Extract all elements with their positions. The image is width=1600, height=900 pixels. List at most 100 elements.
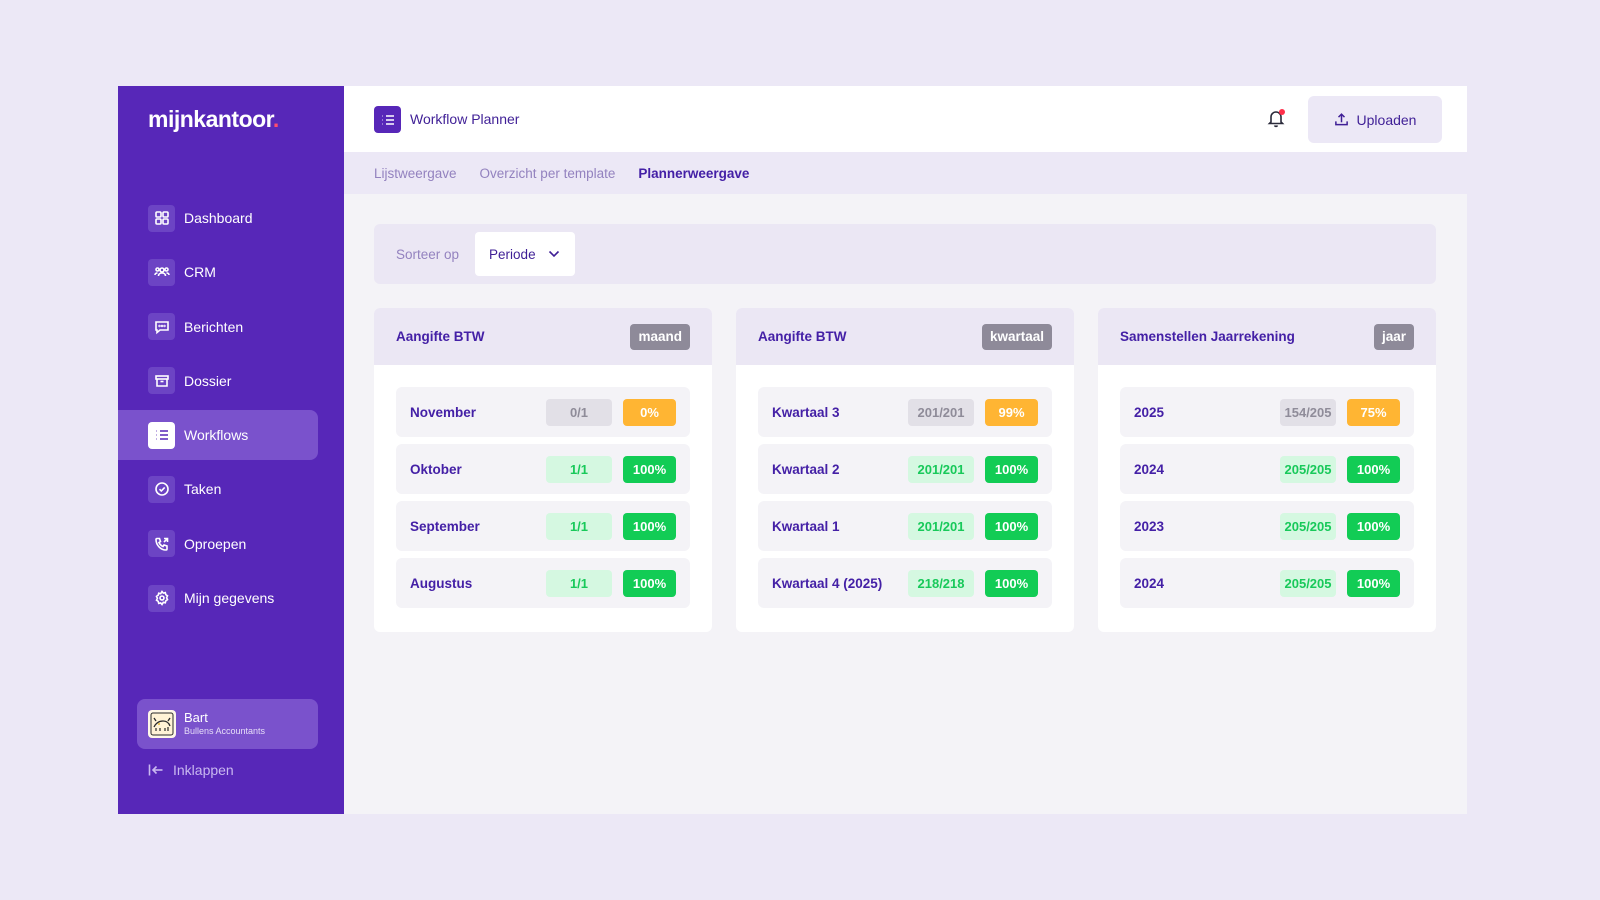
sidebar-item-berichten[interactable]: Berichten bbox=[118, 302, 318, 352]
collapse-button[interactable]: Inklappen bbox=[148, 762, 234, 778]
progress-count: 1/1 bbox=[546, 512, 612, 540]
period-row[interactable]: 2025 154/205 75% bbox=[1120, 387, 1414, 437]
sidebar-item-mijn-gegevens[interactable]: Mijn gegevens bbox=[118, 573, 318, 623]
period-badge: jaar bbox=[1373, 323, 1414, 350]
upload-icon bbox=[1334, 113, 1348, 126]
progress-percent: 100% bbox=[1347, 569, 1400, 597]
period-row[interactable]: Augustus 1/1 100% bbox=[396, 558, 690, 608]
progress-percent: 100% bbox=[623, 455, 676, 483]
sort-select[interactable]: Periode bbox=[475, 232, 576, 276]
bell-icon bbox=[1267, 111, 1285, 128]
period-row[interactable]: 2023 205/205 100% bbox=[1120, 501, 1414, 551]
period-row[interactable]: Kwartaal 3 201/201 99% bbox=[758, 387, 1052, 437]
period-row[interactable]: Kwartaal 2 201/201 100% bbox=[758, 444, 1052, 494]
view-tabs: Lijstweergave Overzicht per template Pla… bbox=[344, 152, 1467, 194]
upload-button[interactable]: Uploaden bbox=[1308, 96, 1442, 143]
sidebar-nav: Dashboard CRM Berichten Dossier bbox=[118, 193, 344, 627]
sidebar-item-taken[interactable]: Taken bbox=[118, 464, 318, 514]
grid-icon bbox=[148, 204, 175, 232]
check-circle-icon bbox=[148, 475, 175, 503]
card-title: Aangifte BTW bbox=[396, 329, 485, 344]
sidebar-item-label: Taken bbox=[184, 481, 222, 498]
progress-percent: 100% bbox=[985, 512, 1038, 540]
progress-percent: 75% bbox=[1347, 398, 1400, 426]
progress-percent: 100% bbox=[623, 569, 676, 597]
sort-bar: Sorteer op Periode bbox=[374, 224, 1436, 284]
app-window: mijnkantoor. Dashboard CRM Berichten bbox=[118, 86, 1467, 814]
list-icon bbox=[374, 106, 401, 133]
period-row[interactable]: September 1/1 100% bbox=[396, 501, 690, 551]
collapse-label: Inklappen bbox=[173, 762, 234, 778]
sidebar-item-label: CRM bbox=[184, 264, 216, 281]
main-content: Workflow Planner Uploaden Lijstweergave … bbox=[344, 86, 1467, 814]
workflow-card: Samenstellen Jaarrekening jaar 2025 154/… bbox=[1098, 308, 1436, 632]
tab-overzicht-per-template[interactable]: Overzicht per template bbox=[479, 165, 616, 181]
progress-count: 201/201 bbox=[908, 398, 974, 426]
period-row[interactable]: 2024 205/205 100% bbox=[1120, 444, 1414, 494]
users-icon bbox=[148, 258, 175, 286]
period-label: November bbox=[410, 404, 477, 420]
progress-count: 205/205 bbox=[1280, 512, 1336, 540]
collapse-icon bbox=[148, 764, 163, 776]
card-title: Aangifte BTW bbox=[758, 329, 847, 344]
tab-lijstweergave[interactable]: Lijstweergave bbox=[374, 165, 457, 181]
notifications-button[interactable] bbox=[1266, 108, 1288, 130]
sidebar-item-dashboard[interactable]: Dashboard bbox=[118, 193, 318, 243]
tab-plannerweergave[interactable]: Plannerweergave bbox=[638, 165, 750, 181]
sidebar-item-label: Workflows bbox=[184, 427, 249, 444]
archive-icon bbox=[148, 367, 175, 395]
avatar bbox=[148, 710, 176, 738]
period-label: Kwartaal 3 bbox=[772, 404, 840, 420]
progress-percent: 99% bbox=[985, 398, 1038, 426]
logo-text: mijnkantoor bbox=[148, 106, 273, 132]
sidebar-item-label: Oproepen bbox=[184, 535, 247, 552]
workflow-card: Aangifte BTW maand November 0/1 0% Oktob… bbox=[374, 308, 712, 632]
period-row[interactable]: November 0/1 0% bbox=[396, 387, 690, 437]
period-label: 2024 bbox=[1134, 575, 1165, 591]
card-title: Samenstellen Jaarrekening bbox=[1120, 329, 1295, 344]
phone-icon bbox=[148, 530, 175, 558]
sort-value: Periode bbox=[489, 246, 536, 262]
progress-percent: 100% bbox=[623, 512, 676, 540]
bull-logo-icon bbox=[150, 712, 174, 736]
sidebar-item-label: Mijn gegevens bbox=[184, 590, 275, 607]
period-row[interactable]: Kwartaal 4 (2025) 218/218 100% bbox=[758, 558, 1052, 608]
period-label: 2023 bbox=[1134, 518, 1165, 534]
notification-dot bbox=[1279, 109, 1285, 115]
progress-percent: 100% bbox=[985, 569, 1038, 597]
sidebar-item-label: Dossier bbox=[184, 372, 232, 389]
sidebar-item-workflows[interactable]: Workflows bbox=[118, 410, 318, 461]
progress-count: 205/205 bbox=[1280, 455, 1336, 483]
period-row[interactable]: Kwartaal 1 201/201 100% bbox=[758, 501, 1052, 551]
progress-count: 201/201 bbox=[908, 455, 974, 483]
progress-percent: 100% bbox=[1347, 512, 1400, 540]
sidebar-item-label: Berichten bbox=[184, 318, 244, 335]
period-label: Oktober bbox=[410, 461, 462, 477]
chevron-down-icon bbox=[548, 250, 559, 258]
sidebar-item-oproepen[interactable]: Oproepen bbox=[118, 519, 318, 569]
progress-count: 1/1 bbox=[546, 455, 612, 483]
user-company: Bullens Accountants bbox=[184, 726, 266, 736]
user-name: Bart bbox=[184, 710, 208, 725]
period-row[interactable]: Oktober 1/1 100% bbox=[396, 444, 690, 494]
logo[interactable]: mijnkantoor. bbox=[148, 106, 279, 133]
user-card[interactable]: Bart Bullens Accountants bbox=[137, 699, 318, 749]
period-label: Kwartaal 4 (2025) bbox=[772, 575, 883, 591]
sidebar-item-crm[interactable]: CRM bbox=[118, 247, 318, 297]
progress-count: 205/205 bbox=[1280, 569, 1336, 597]
card-header: Aangifte BTW kwartaal bbox=[736, 308, 1074, 365]
period-label: 2025 bbox=[1134, 404, 1165, 420]
sidebar-item-label: Dashboard bbox=[184, 210, 253, 226]
planner-cards: Aangifte BTW maand November 0/1 0% Oktob… bbox=[374, 308, 1436, 632]
page-title: Workflow Planner bbox=[410, 111, 520, 127]
list-icon bbox=[148, 421, 175, 449]
sidebar-item-dossier[interactable]: Dossier bbox=[118, 356, 318, 406]
period-label: September bbox=[410, 518, 480, 534]
card-header: Samenstellen Jaarrekening jaar bbox=[1098, 308, 1436, 365]
upload-label: Uploaden bbox=[1356, 111, 1417, 128]
workflow-card: Aangifte BTW kwartaal Kwartaal 3 201/201… bbox=[736, 308, 1074, 632]
period-badge: kwartaal bbox=[981, 323, 1052, 350]
progress-count: 1/1 bbox=[546, 569, 612, 597]
period-row[interactable]: 2024 205/205 100% bbox=[1120, 558, 1414, 608]
period-badge: maand bbox=[630, 323, 690, 350]
